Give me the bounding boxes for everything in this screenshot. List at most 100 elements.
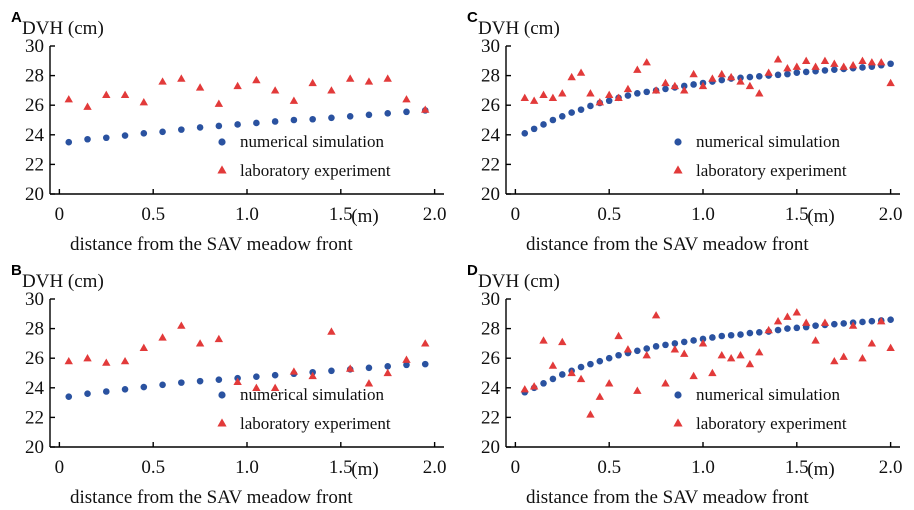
x-tick-label: 1.5 xyxy=(329,457,353,478)
exp-point xyxy=(726,354,736,362)
sim-point xyxy=(178,379,185,386)
exp-point xyxy=(680,349,689,357)
y-axis-label: DVH (cm) xyxy=(478,18,560,39)
sim-point xyxy=(746,73,754,81)
exp-point xyxy=(595,98,605,106)
exp-point xyxy=(595,392,605,400)
exp-point xyxy=(830,59,839,67)
sim-point xyxy=(652,343,660,350)
x-tick-label: 0.5 xyxy=(597,457,621,478)
sim-point xyxy=(577,363,585,371)
sim-point xyxy=(643,88,651,96)
exp-point xyxy=(139,98,149,106)
exp-point xyxy=(383,368,392,377)
sim-point xyxy=(102,134,110,142)
exp-point xyxy=(158,333,167,341)
legend-sim-label: numerical simulation xyxy=(696,132,840,151)
exp-point xyxy=(877,317,886,325)
sim-point xyxy=(812,322,819,329)
y-tick-label: 24 xyxy=(481,125,501,146)
y-tick-label: 28 xyxy=(481,66,500,87)
exp-point xyxy=(867,58,877,66)
exp-point xyxy=(708,368,717,377)
y-tick-label: 26 xyxy=(481,95,500,116)
exp-point xyxy=(289,367,299,375)
exp-point xyxy=(214,334,224,343)
exp-point xyxy=(764,68,773,76)
exp-point xyxy=(558,89,567,97)
y-tick-label: 22 xyxy=(481,154,500,175)
y-tick-label: 30 xyxy=(481,36,500,57)
sim-point xyxy=(615,351,622,359)
sim-point xyxy=(290,116,298,124)
exp-point xyxy=(548,361,558,369)
exp-point xyxy=(633,65,642,73)
sim-point xyxy=(178,126,185,133)
sim-point xyxy=(727,331,735,339)
sim-point xyxy=(384,363,392,370)
exp-point xyxy=(726,72,736,81)
sim-point xyxy=(784,325,791,332)
exp-point xyxy=(811,62,820,70)
exp-point xyxy=(661,379,670,387)
sim-point xyxy=(859,318,866,326)
exp-point xyxy=(364,77,374,85)
sim-point xyxy=(605,354,613,362)
exp-point xyxy=(717,351,726,359)
exp-point xyxy=(633,386,642,394)
exp-point xyxy=(867,339,877,347)
sim-point xyxy=(802,68,810,76)
exp-point xyxy=(755,89,764,97)
sim-point xyxy=(530,125,538,133)
y-tick-label: 28 xyxy=(25,66,44,87)
exp-point xyxy=(576,374,586,383)
x-axis-label: distance from the SAV meadow front xyxy=(526,234,809,255)
exp-point xyxy=(83,102,92,110)
sim-point xyxy=(84,135,91,143)
exp-point xyxy=(839,352,848,360)
exp-point xyxy=(614,93,623,101)
x-tick-label: 1.5 xyxy=(785,457,809,478)
sim-point xyxy=(774,326,782,334)
exp-point xyxy=(848,321,858,329)
x-tick-label: 0 xyxy=(55,457,65,478)
legend-exp-label: laboratory experiment xyxy=(696,414,847,433)
sim-point xyxy=(755,329,763,336)
exp-point xyxy=(858,354,867,362)
exp-point xyxy=(877,58,886,66)
sim-point xyxy=(271,118,279,125)
x-unit-label: (m) xyxy=(807,206,834,227)
sim-point xyxy=(662,341,669,349)
sim-point xyxy=(690,81,697,88)
legend-exp-marker xyxy=(673,165,683,174)
y-tick-label: 26 xyxy=(25,95,44,116)
exp-point xyxy=(820,318,830,326)
x-tick-label: 0.5 xyxy=(141,204,165,225)
exp-point xyxy=(529,96,539,104)
y-tick-label: 20 xyxy=(25,437,44,458)
exp-point xyxy=(252,75,261,84)
sim-point xyxy=(793,69,801,76)
exp-point xyxy=(289,96,299,104)
legend-exp-label: laboratory experiment xyxy=(240,414,391,433)
exp-point xyxy=(839,62,848,70)
exp-point xyxy=(755,348,764,356)
sim-point xyxy=(634,347,641,355)
exp-point xyxy=(708,74,717,82)
sim-point xyxy=(634,90,641,97)
x-unit-label: (m) xyxy=(351,206,378,227)
exp-point xyxy=(539,90,548,98)
exp-point xyxy=(195,83,205,91)
exp-point xyxy=(680,86,689,94)
exp-point xyxy=(576,68,586,76)
exp-point xyxy=(158,77,167,85)
sim-point xyxy=(755,73,763,80)
x-tick-label: 1.0 xyxy=(691,204,715,225)
sim-point xyxy=(568,109,575,116)
exp-point xyxy=(345,364,355,372)
exp-point xyxy=(698,339,708,347)
y-axis-label: DVH (cm) xyxy=(22,18,104,39)
